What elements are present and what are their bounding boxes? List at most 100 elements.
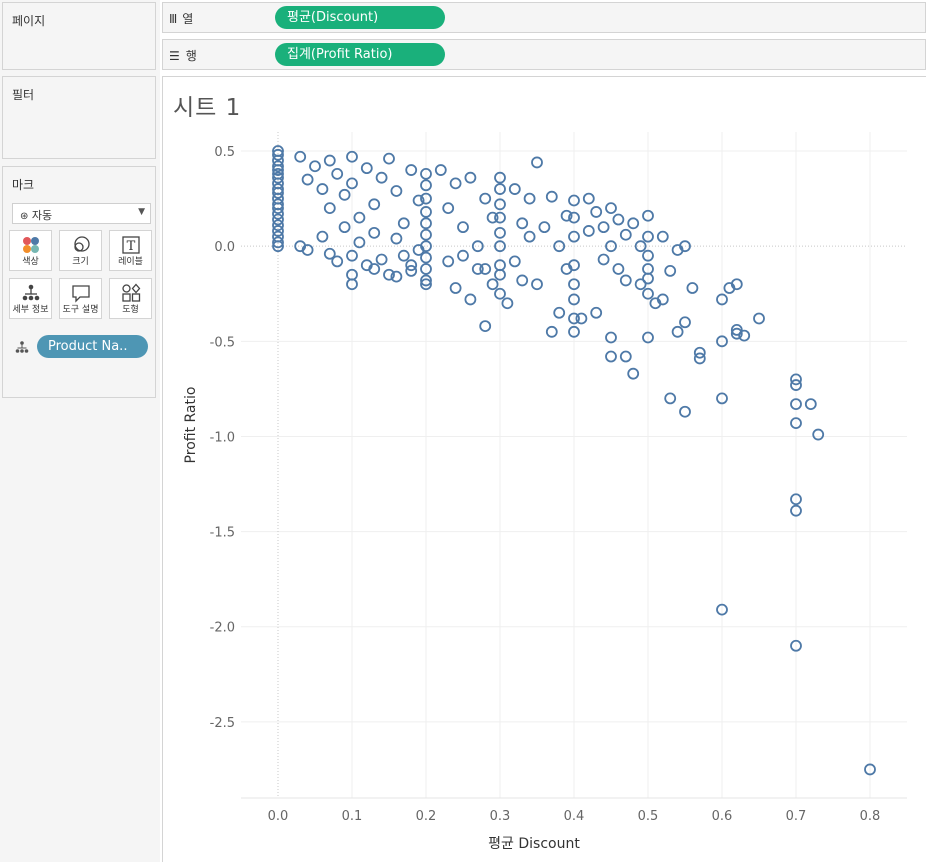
scatter-point xyxy=(679,405,691,418)
marks-card: 마크 ⊛ 자동 ▼ 색상 크기 T 레이블 세부 정보 도구 설명 xyxy=(2,166,156,398)
detail-field-icon xyxy=(15,339,29,358)
scatter-chart[interactable]: 0.5 0.0 -0.5 -1.0 -1.5 -2.0 -2.5 0.0 0.1 0.2 0.3 0.… xyxy=(162,122,926,862)
scatter-point xyxy=(605,331,617,344)
detail-icon xyxy=(10,283,51,303)
detail-field-pill[interactable]: Product Na.. xyxy=(37,335,148,358)
filters-title: 필터 xyxy=(12,88,35,102)
scatter-point xyxy=(346,278,358,291)
scatter-point xyxy=(353,236,366,249)
x-tick-label: 0.4 xyxy=(564,809,585,824)
scatter-point xyxy=(790,417,802,430)
scatter-point xyxy=(597,221,610,234)
shape-button[interactable]: 도형 xyxy=(109,278,152,319)
scatter-point xyxy=(383,268,395,281)
scatter-point xyxy=(272,164,284,176)
scatter-point xyxy=(642,287,654,300)
scatter-point xyxy=(420,228,432,241)
shape-label: 도형 xyxy=(122,305,139,315)
rows-label: 행 xyxy=(185,49,197,63)
scatter-point xyxy=(272,160,284,173)
scatter-point xyxy=(634,240,647,253)
scatter-point xyxy=(420,251,432,264)
detail-button[interactable]: 세부 정보 xyxy=(9,278,52,319)
scatter-point xyxy=(420,206,432,218)
scatter-point xyxy=(397,249,410,262)
scatter-point xyxy=(553,306,566,319)
scatter-point xyxy=(301,244,314,256)
scatter-point xyxy=(605,350,617,363)
sheet-title: 시트 1 xyxy=(173,95,242,121)
scatter-point xyxy=(471,240,484,253)
tooltip-button[interactable]: 도구 설명 xyxy=(59,278,102,319)
scatter-point xyxy=(612,263,625,275)
scatter-point xyxy=(449,177,462,190)
scatter-point xyxy=(730,323,743,336)
rows-shelf[interactable]: ☰ 행 집계(Profit Ratio) xyxy=(162,39,926,70)
scatter-point xyxy=(508,183,521,195)
pages-card[interactable]: 페이지 xyxy=(2,2,156,70)
scatter-point xyxy=(627,217,640,230)
scatter-point xyxy=(642,331,654,344)
scatter-point xyxy=(272,186,284,199)
mark-type-dropdown[interactable]: ⊛ 자동 ▼ xyxy=(12,203,151,224)
shape-icon xyxy=(110,283,151,303)
scatter-point xyxy=(405,265,418,277)
scatter-point xyxy=(272,240,284,253)
scatter-point xyxy=(331,167,344,180)
mark-type-label: 자동 xyxy=(31,209,53,222)
y-tick-label: -2.5 xyxy=(210,716,235,731)
color-label: 색상 xyxy=(22,257,39,267)
scatter-point xyxy=(479,263,492,275)
scatter-point xyxy=(272,148,284,161)
scatter-point xyxy=(494,268,506,281)
scatter-point xyxy=(523,192,536,205)
scatter-point xyxy=(294,150,307,163)
scatter-point xyxy=(790,504,802,517)
scatter-point xyxy=(494,240,506,253)
columns-pill[interactable]: 평균(Discount) xyxy=(275,6,445,29)
scatter-point xyxy=(730,278,743,291)
scatter-point xyxy=(568,194,580,207)
scatter-point xyxy=(375,171,388,184)
x-tick-label: 0.0 xyxy=(268,809,289,824)
label-button[interactable]: T 레이블 xyxy=(109,230,152,271)
color-button[interactable]: 색상 xyxy=(9,230,52,271)
scatter-point xyxy=(494,183,506,195)
scatter-point xyxy=(412,194,425,207)
scatter-point xyxy=(346,177,358,190)
label-label: 레이블 xyxy=(118,257,143,267)
scatter-point xyxy=(272,171,284,184)
scatter-point xyxy=(619,350,632,363)
columns-shelf[interactable]: Ⅲ 열 평균(Discount) xyxy=(162,2,926,33)
scatter-point xyxy=(619,274,632,287)
scatter-point xyxy=(316,230,329,243)
pages-title: 페이지 xyxy=(12,14,46,28)
scatter-point xyxy=(442,202,455,215)
scatter-point xyxy=(656,293,669,306)
scatter-point xyxy=(590,306,603,319)
y-tick-label: -1.0 xyxy=(210,430,235,445)
y-tick-label: -2.0 xyxy=(210,621,235,636)
scatter-point xyxy=(582,225,595,237)
y-tick-label: -0.5 xyxy=(210,335,235,350)
scatter-point xyxy=(309,160,321,173)
scatter-point xyxy=(420,240,432,253)
scatter-point xyxy=(346,150,358,163)
scatter-point xyxy=(516,274,529,287)
scatter-point xyxy=(486,278,499,291)
size-label: 크기 xyxy=(72,257,89,267)
scatter-point xyxy=(716,392,728,405)
chevron-down-icon: ▼ xyxy=(138,207,145,217)
size-button[interactable]: 크기 xyxy=(59,230,102,271)
scatter-point xyxy=(331,255,344,268)
scatter-point xyxy=(642,249,654,262)
rows-pill[interactable]: 집계(Profit Ratio) xyxy=(275,43,445,66)
scatter-point xyxy=(730,327,743,340)
scatter-point xyxy=(671,325,684,338)
scatter-point xyxy=(494,171,506,184)
scatter-point xyxy=(323,154,336,167)
scatter-point xyxy=(272,213,284,226)
scatter-point xyxy=(664,265,677,277)
filters-card[interactable]: 필터 xyxy=(2,76,156,159)
scatter-point xyxy=(612,213,625,226)
